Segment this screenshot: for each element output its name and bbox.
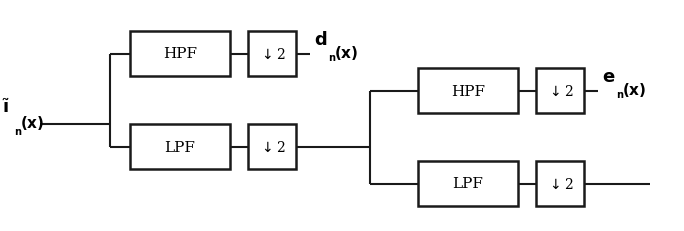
Text: $\downarrow$2: $\downarrow$2 [259, 140, 285, 154]
Text: LPF: LPF [453, 177, 484, 191]
Bar [418, 69, 518, 113]
Text: $\mathbf{n}$: $\mathbf{n}$ [328, 53, 337, 63]
Bar [130, 125, 230, 169]
Bar [536, 161, 584, 206]
Text: $\mathbf{n}$: $\mathbf{n}$ [14, 126, 23, 137]
Text: LPF: LPF [165, 140, 196, 154]
Bar [536, 69, 584, 113]
Text: $\downarrow$2: $\downarrow$2 [547, 177, 573, 191]
Text: $\mathbf{(x)}$: $\mathbf{(x)}$ [20, 113, 44, 131]
Text: $\mathbf{e}$: $\mathbf{e}$ [602, 68, 616, 86]
Text: $\downarrow$2: $\downarrow$2 [259, 47, 285, 61]
Text: $\tilde{\mathbf{\imath}}$: $\tilde{\mathbf{\imath}}$ [2, 98, 10, 116]
Text: $\mathbf{n}$: $\mathbf{n}$ [616, 90, 624, 100]
Text: $\mathbf{(x)}$: $\mathbf{(x)}$ [622, 81, 646, 99]
Text: HPF: HPF [451, 84, 485, 98]
Text: $\mathbf{(x)}$: $\mathbf{(x)}$ [334, 44, 358, 62]
Text: $\mathbf{d}$: $\mathbf{d}$ [314, 31, 327, 49]
Text: $\downarrow$2: $\downarrow$2 [547, 84, 573, 98]
Text: HPF: HPF [163, 47, 197, 61]
Bar [418, 161, 518, 206]
Bar [130, 32, 230, 77]
Bar [248, 125, 296, 169]
Bar [248, 32, 296, 77]
